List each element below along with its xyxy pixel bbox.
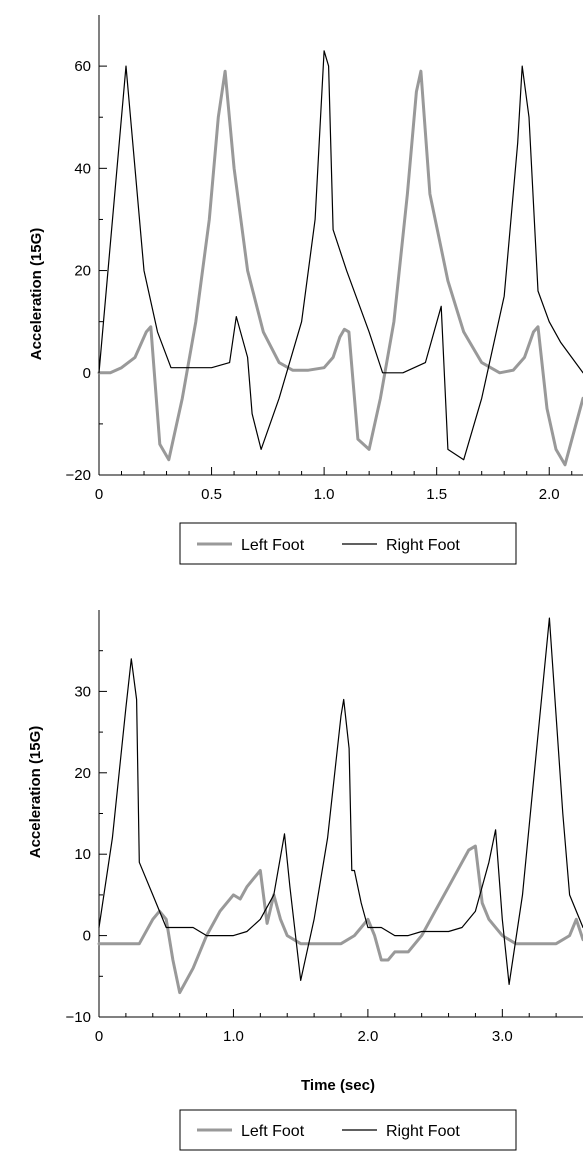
- x-tick-label: 0: [95, 1028, 103, 1045]
- legend-label-left-foot: Left Foot: [241, 537, 305, 554]
- y-tick-label: 60: [74, 58, 91, 75]
- x-tick-label: 0.5: [201, 486, 222, 503]
- series-line-left-foot: [97, 844, 583, 995]
- y-tick-label: 20: [74, 263, 91, 280]
- y-tick-label: 20: [74, 765, 91, 782]
- y-tick-label: 30: [74, 683, 91, 700]
- y-tick-label: 0: [83, 365, 91, 382]
- x-tick-label: 1.0: [314, 486, 335, 503]
- x-tick-label: 1.5: [426, 486, 447, 503]
- y-axis-title: Acceleration (15G): [27, 726, 44, 859]
- y-tick-label: −10: [66, 1009, 91, 1026]
- series-line-right-foot: [98, 617, 583, 986]
- x-tick-label: 0: [95, 486, 103, 503]
- x-tick-label: 2.0: [357, 1028, 378, 1045]
- legend-label-left-foot: Left Foot: [241, 1123, 305, 1140]
- series-line-left-foot: [97, 69, 583, 467]
- legend-label-right-foot: Right Foot: [386, 537, 460, 554]
- x-tick-label: 2.0: [539, 486, 560, 503]
- series-line-right-foot: [98, 50, 583, 461]
- x-tick-label: 1.0: [223, 1028, 244, 1045]
- y-tick-label: 40: [74, 160, 91, 177]
- bottom-legend: Left Foot Right Foot: [179, 1109, 517, 1151]
- y-axis-title: Acceleration (15G): [28, 228, 45, 361]
- bottom-chart: Acceleration (15G) Time (sec) −100102030…: [27, 610, 583, 1094]
- y-tick-label: 0: [83, 928, 91, 945]
- x-tick-label: 3.0: [492, 1028, 513, 1045]
- legend-label-right-foot: Right Foot: [386, 1123, 460, 1140]
- y-tick-label: −20: [66, 467, 91, 484]
- series-lines: [97, 617, 583, 995]
- series-lines: [97, 50, 583, 467]
- top-legend: Left Foot Right Foot: [179, 522, 517, 565]
- y-tick-label: 10: [74, 846, 91, 863]
- x-axis-title: Time (sec): [301, 1077, 375, 1094]
